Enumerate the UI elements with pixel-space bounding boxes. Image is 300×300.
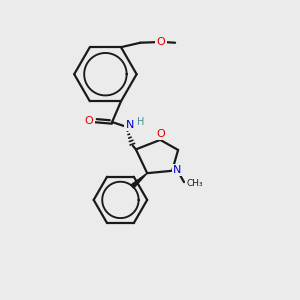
Text: O: O	[157, 129, 165, 139]
Text: N: N	[173, 165, 182, 175]
Text: O: O	[85, 116, 93, 126]
Polygon shape	[131, 173, 147, 188]
Text: N: N	[126, 120, 134, 130]
Text: O: O	[157, 37, 166, 46]
Text: CH₃: CH₃	[186, 179, 203, 188]
Text: H: H	[137, 117, 144, 127]
